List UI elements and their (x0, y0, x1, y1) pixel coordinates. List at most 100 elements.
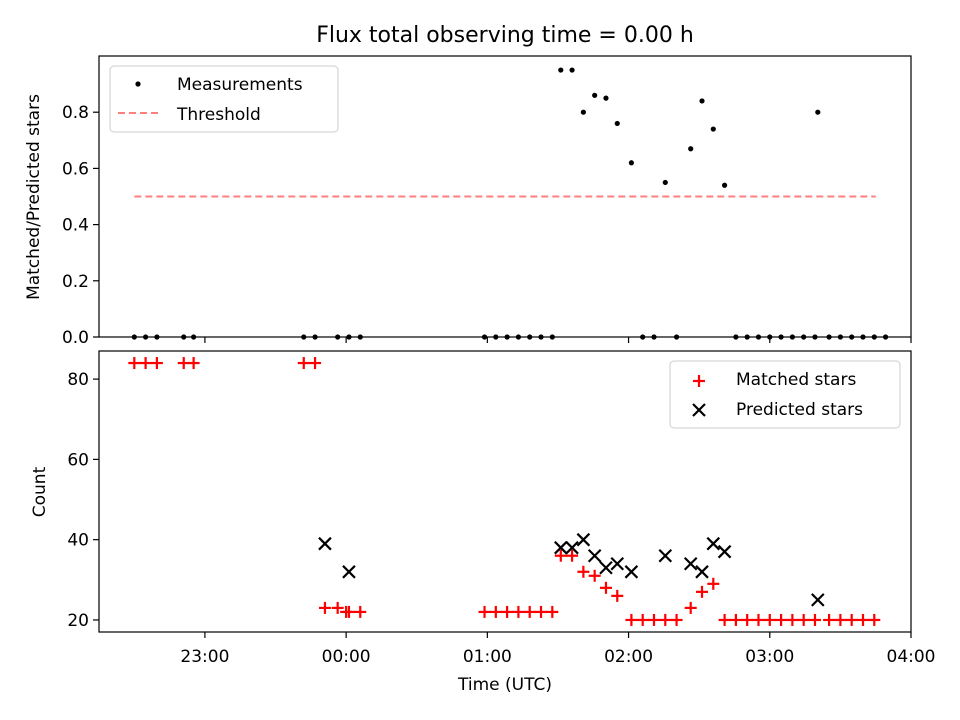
matched-star-point (695, 585, 708, 598)
matched-star-point (636, 613, 649, 626)
bottom-data-marks (128, 357, 881, 626)
measurement-point (628, 160, 634, 166)
matched-star-point (489, 605, 502, 618)
top-y-tick-label: 0.4 (62, 216, 89, 236)
matched-star-point (763, 613, 776, 626)
matched-star-point (647, 613, 660, 626)
predicted-star-point (683, 556, 698, 571)
matched-star-point (834, 613, 847, 626)
top-y-tick-label: 0.0 (62, 328, 89, 348)
matched-star-point (566, 549, 579, 562)
predicted-star-point (587, 548, 602, 563)
predicted-star-point (717, 544, 732, 559)
measurement-point (569, 67, 575, 73)
matched-star-point (856, 613, 869, 626)
legend-measurements-marker (135, 81, 141, 87)
x-tick-label: 02:00 (604, 647, 653, 667)
x-tick-label: 04:00 (887, 647, 936, 667)
matched-star-point (752, 613, 765, 626)
bottom-y-tick-label: 20 (67, 611, 89, 631)
measurement-point (614, 120, 620, 127)
matched-star-point (808, 613, 821, 626)
matched-star-point (577, 565, 590, 578)
matched-star-point (297, 357, 310, 370)
predicted-star-point (576, 532, 591, 547)
top-y-tick-label: 0.2 (62, 272, 89, 292)
top-y-tick-label: 0.6 (62, 159, 89, 179)
measurement-point (721, 182, 728, 188)
measurement-point (710, 126, 716, 132)
top-y-axis: 0.0 0.2 0.4 0.6 0.8 (62, 103, 99, 348)
measurement-point (592, 92, 598, 98)
predicted-star-point (565, 540, 579, 555)
matched-star-point (354, 605, 367, 618)
legend-predicted-marker (692, 403, 706, 417)
matched-star-point (599, 581, 612, 594)
matched-star-point (554, 549, 567, 562)
predicted-star-point (342, 565, 356, 579)
matched-star-point (309, 357, 322, 370)
x-tick-label: 03:00 (745, 647, 794, 667)
x-tick-label: 01:00 (463, 647, 512, 667)
top-legend-box (109, 65, 339, 133)
matched-star-point (868, 613, 881, 626)
matched-star-point (718, 613, 731, 626)
predicted-star-point (554, 540, 568, 555)
bottom-plot-frame (98, 350, 912, 633)
matched-star-point (150, 357, 163, 370)
legend-matched-marker (693, 375, 705, 387)
predicted-star-point (599, 560, 613, 575)
bottom-legend-box (669, 360, 901, 429)
matched-star-point (512, 605, 525, 618)
measurement-point (558, 67, 564, 73)
legend-measurements-label: Measurements (177, 75, 303, 95)
bottom-legend: Matched stars Predicted stars (669, 360, 901, 429)
matched-star-point (535, 605, 548, 618)
legend-threshold-label: Threshold (176, 105, 261, 125)
predicted-star-point (658, 548, 673, 563)
predicted-star-point (610, 556, 625, 571)
matched-star-point (786, 613, 799, 626)
matched-star-point (139, 357, 152, 370)
matched-star-point (823, 613, 836, 626)
legend-matched-label: Matched stars (736, 370, 856, 390)
predicted-star-point (706, 536, 721, 551)
matched-star-point (478, 605, 491, 618)
bottom-y-axis: 20 40 60 80 (67, 370, 99, 631)
x-axis-label: Time (UTC) (457, 675, 552, 695)
matched-star-point (729, 613, 742, 626)
predicted-star-point (695, 565, 709, 579)
matched-star-point (775, 613, 788, 626)
matched-star-point (659, 613, 672, 626)
matched-star-point (741, 613, 754, 626)
bottom-y-tick-label: 40 (67, 531, 89, 551)
matched-star-point (611, 589, 624, 602)
top-plot-frame (98, 55, 912, 338)
matched-star-point (523, 605, 536, 618)
top-y-axis-label: Matched/Predicted stars (24, 94, 44, 300)
matched-star-point (501, 605, 514, 618)
top-x-axis-ticks (204, 337, 912, 343)
measurement-point (699, 98, 705, 104)
matched-star-point (128, 357, 141, 370)
chart-title: Flux total observing time = 0.00 h (316, 23, 694, 48)
bottom-y-tick-label: 60 (67, 450, 89, 470)
matched-star-point (318, 601, 331, 614)
measurement-point (815, 109, 821, 115)
matched-star-point (797, 613, 810, 626)
bottom-x-axis: 23:00 00:00 01:00 02:00 03:00 04:00 (180, 632, 936, 667)
matched-star-point (625, 613, 638, 626)
matched-star-point (684, 601, 697, 614)
matched-star-point (187, 357, 200, 370)
x-tick-label: 23:00 (180, 647, 229, 667)
x-tick-label: 00:00 (322, 647, 371, 667)
matched-star-point (845, 613, 858, 626)
measurement-point (580, 109, 586, 115)
matched-star-point (331, 601, 344, 614)
predicted-star-point (318, 536, 332, 551)
predicted-star-point (811, 593, 825, 607)
measurement-point (688, 146, 694, 152)
matched-star-point (588, 569, 601, 582)
top-data-marks (131, 67, 889, 340)
